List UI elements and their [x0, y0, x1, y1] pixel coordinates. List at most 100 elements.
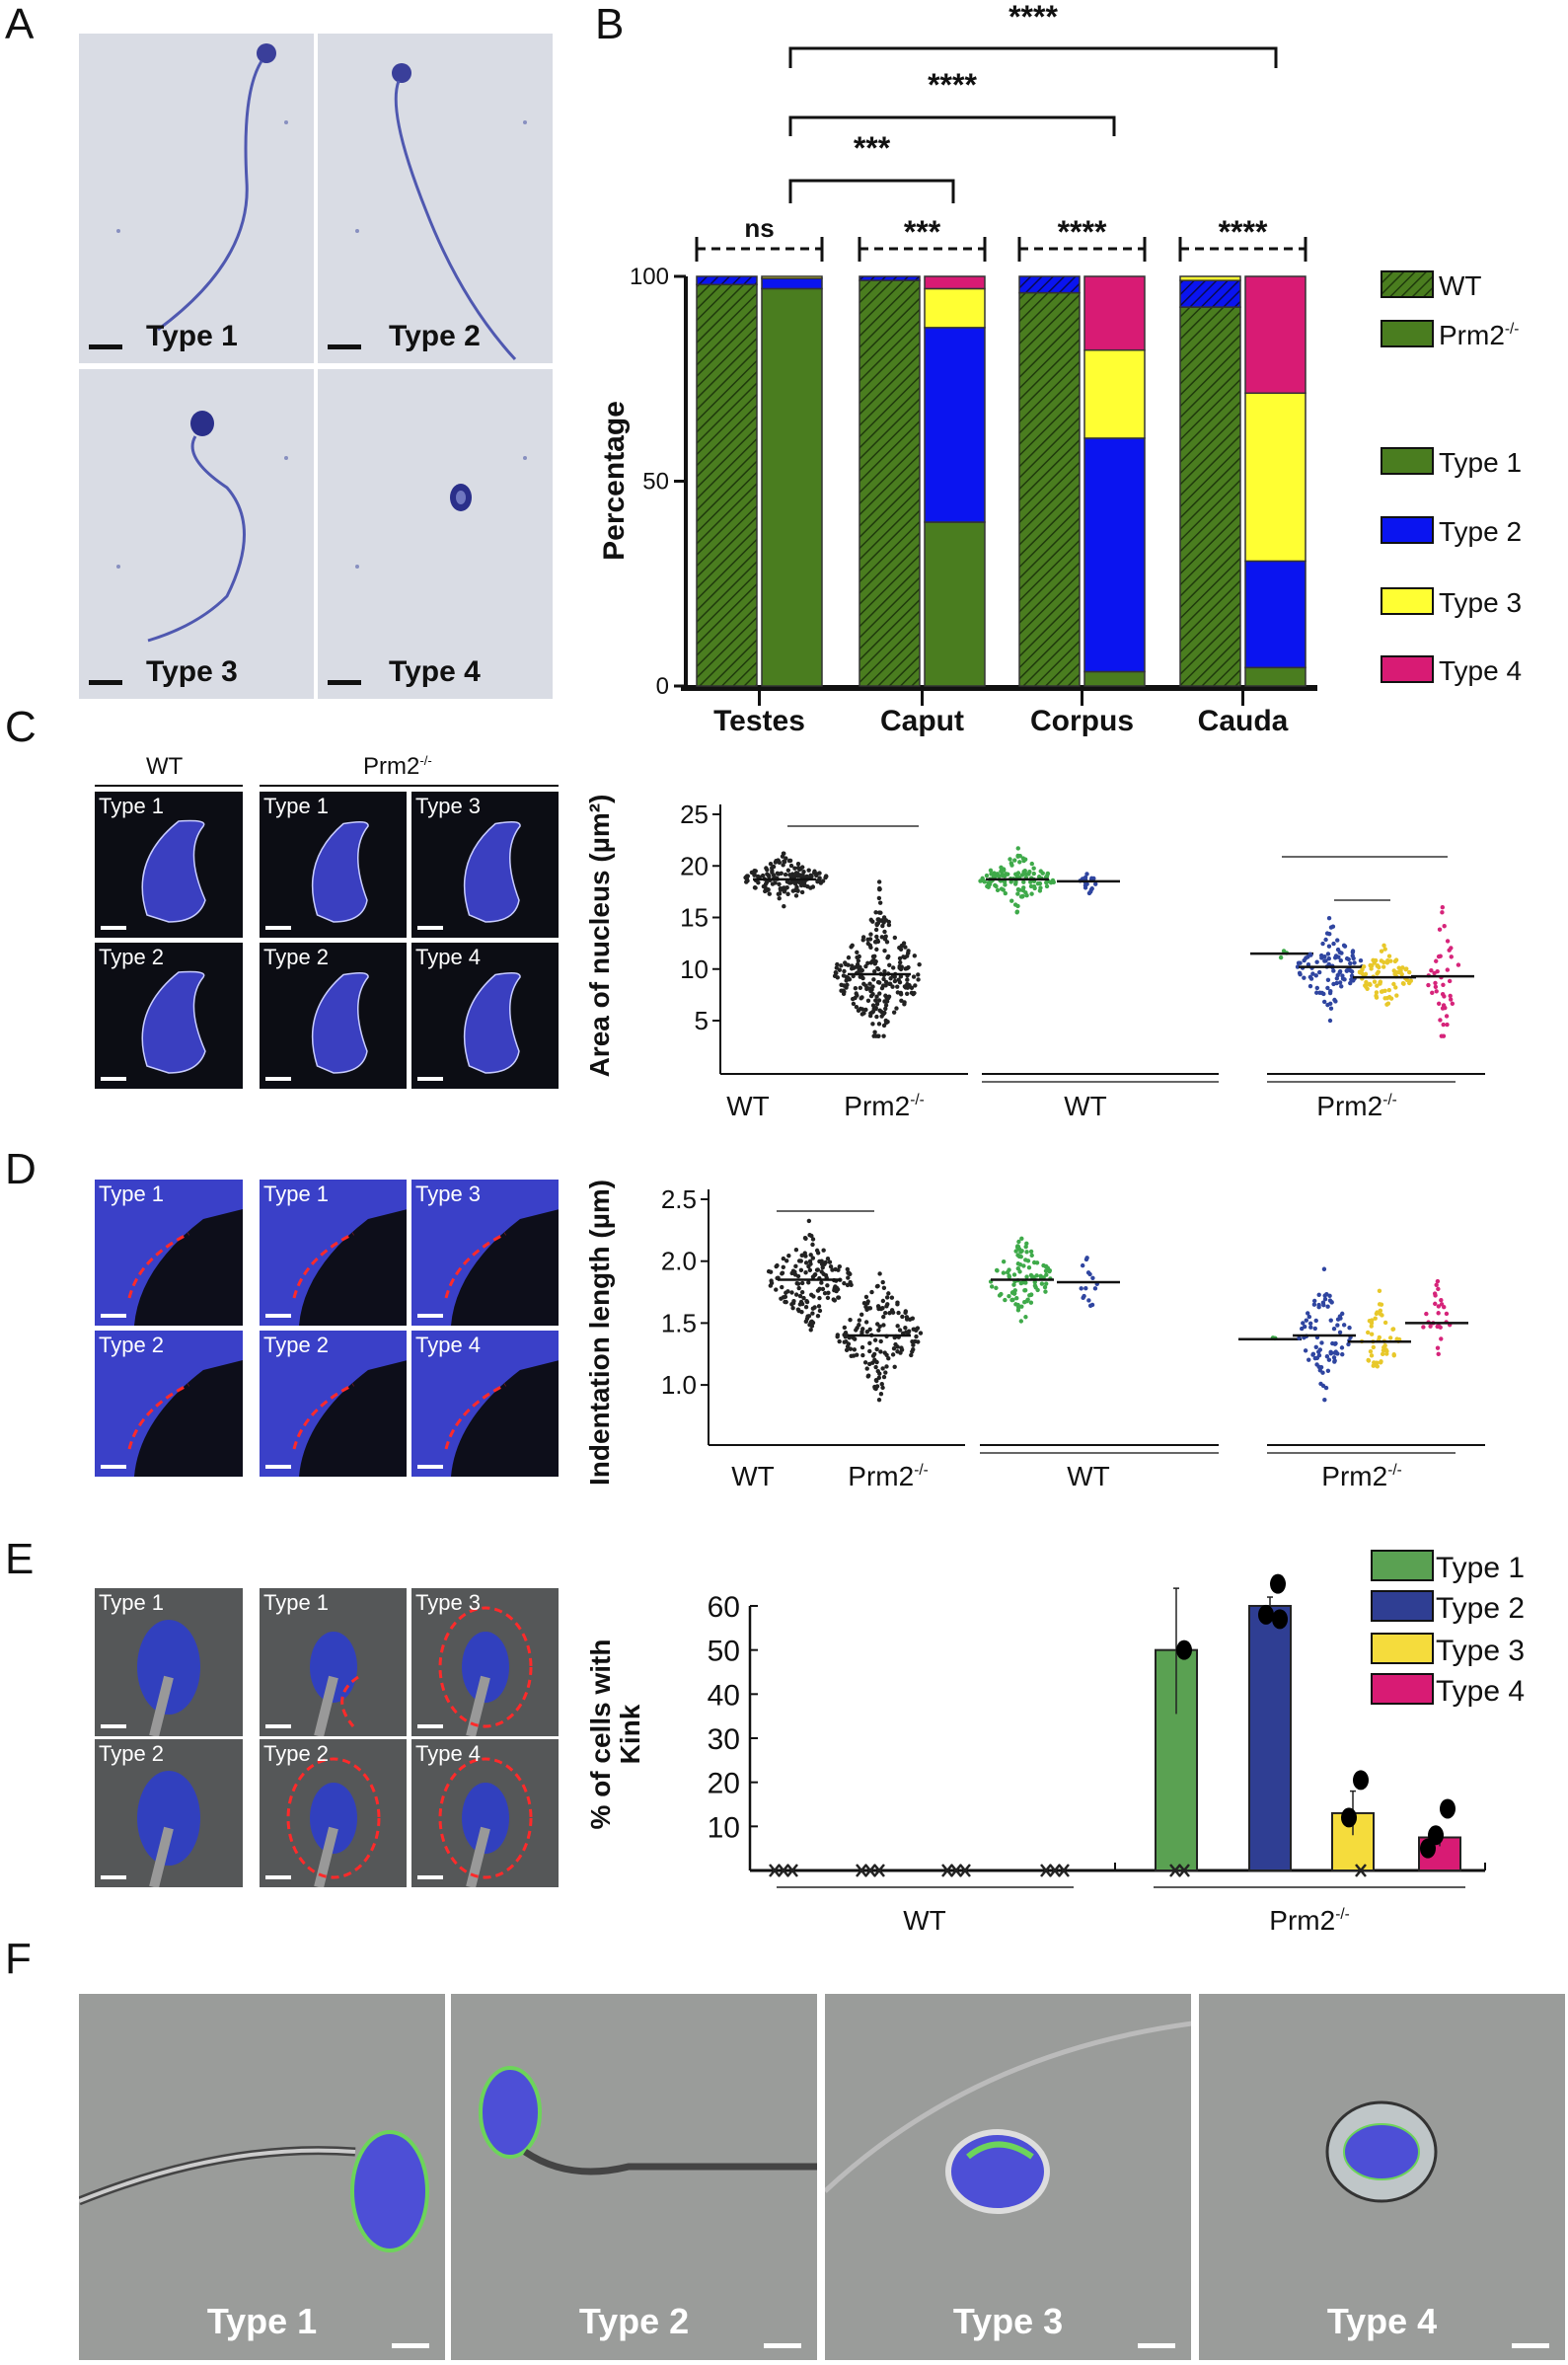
- data-point: [879, 1382, 884, 1387]
- data-point: [878, 1338, 883, 1344]
- data-point: [883, 979, 889, 985]
- panel-label-a: A: [5, 0, 35, 48]
- group-label: WT: [731, 1461, 775, 1491]
- data-point: [878, 910, 883, 915]
- data-point: [882, 1311, 888, 1316]
- data-point: [1321, 1266, 1327, 1271]
- scale-bar: [265, 1077, 291, 1081]
- data-point: [905, 977, 910, 982]
- tile-label: Type 2: [99, 945, 165, 969]
- data-point: [872, 1337, 878, 1342]
- y-axis-label: Indentation length (µm): [584, 1180, 615, 1486]
- data-point: [806, 868, 811, 873]
- data-point: [1369, 1353, 1375, 1358]
- bar-cauda-wt-type3: [1179, 275, 1241, 281]
- data-point: [1449, 954, 1454, 959]
- data-point: [911, 1327, 916, 1332]
- micrograph-tile: Type 1: [260, 1588, 407, 1736]
- data-point: [1312, 1326, 1317, 1332]
- data-point: [1084, 1256, 1089, 1260]
- data-point: [1008, 861, 1014, 866]
- scale-bar: [265, 1724, 291, 1728]
- tile-label: Type 1: [263, 794, 330, 818]
- data-point: [769, 866, 775, 871]
- data-point: [874, 947, 879, 953]
- micrograph-tile: Type 3: [79, 369, 314, 699]
- data-point: [1448, 997, 1454, 1002]
- data-point: [815, 1313, 821, 1319]
- micrograph-tile: Type 2: [260, 1331, 407, 1477]
- panel-c-wt-header: WT: [146, 753, 184, 780]
- micrograph-tile: Type 1: [95, 1588, 243, 1736]
- data-point: [823, 1259, 828, 1265]
- zero-point-marker: [873, 1864, 885, 1877]
- data-point: [880, 1366, 885, 1371]
- data-point: [1332, 1358, 1337, 1363]
- scale-bar: [101, 926, 126, 930]
- data-point: [903, 985, 909, 990]
- micrograph-tile: Type 3: [411, 1588, 559, 1736]
- data-point: [1369, 1324, 1374, 1329]
- data-point: [1044, 1272, 1049, 1277]
- data-point: [911, 1342, 916, 1347]
- data-point: [1324, 1291, 1329, 1297]
- data-point: [1394, 969, 1399, 975]
- data-point: [797, 880, 802, 885]
- data-point: [912, 990, 917, 996]
- data-point: [1041, 1262, 1046, 1268]
- micrograph-tile: Type 4: [411, 1331, 559, 1477]
- data-point: [1433, 984, 1439, 990]
- data-point: [910, 1349, 915, 1354]
- panel-label-b: B: [595, 0, 625, 48]
- data-point: [1375, 971, 1380, 976]
- data-point: [1329, 1300, 1334, 1305]
- data-point: [1326, 916, 1332, 921]
- data-point: [844, 1347, 850, 1352]
- data-point: [885, 955, 890, 960]
- scale-bar: [764, 2343, 801, 2348]
- data-point: [1403, 967, 1408, 972]
- sperm-drawing: [116, 411, 288, 643]
- data-point: [868, 917, 874, 923]
- data-point: [1311, 1298, 1317, 1304]
- group-label: WT: [1064, 1091, 1107, 1121]
- data-point: [827, 1259, 833, 1264]
- data-point: [1298, 960, 1303, 965]
- data-point: [877, 1271, 882, 1276]
- data-point: [872, 1386, 877, 1391]
- data-point: [1307, 952, 1312, 956]
- data-point: [870, 1353, 876, 1358]
- data-point: [1281, 949, 1287, 954]
- data-point: [1433, 1293, 1438, 1298]
- tile-label: Type 3: [146, 655, 238, 688]
- micrograph-tile: Type 1: [260, 792, 407, 938]
- y-tick-label: 100: [630, 264, 669, 290]
- data-point: [881, 920, 886, 925]
- data-point: [1331, 968, 1336, 973]
- data-point: [874, 1014, 879, 1020]
- bar-testes-wt-type1: [696, 283, 758, 687]
- data-point: [1018, 1254, 1023, 1259]
- data-point: [1393, 957, 1399, 962]
- data-point: [846, 954, 852, 960]
- tile-label: Type 1: [263, 1182, 330, 1206]
- comparison-bracket: [788, 115, 1116, 136]
- data-point: [868, 945, 873, 951]
- data-point: [785, 891, 790, 896]
- micrograph-tile: Type 2: [95, 943, 243, 1089]
- data-point: [873, 927, 879, 933]
- data-point: [1380, 1351, 1385, 1357]
- bar-prm2-type2: [1248, 1604, 1292, 1871]
- data-point: [1333, 1340, 1338, 1346]
- data-point: [869, 1289, 874, 1295]
- data-point: [1021, 870, 1027, 875]
- y-axis-label: Percentage: [598, 401, 631, 561]
- data-point: [880, 1385, 885, 1391]
- scale-bar: [1512, 2343, 1549, 2348]
- bar-testes-prm2-type1: [761, 287, 823, 687]
- panel-label-e: E: [5, 1535, 35, 1583]
- data-point: [789, 1302, 794, 1307]
- data-point: [1369, 963, 1375, 968]
- data-point: [876, 895, 882, 901]
- scale-bar: [328, 344, 361, 349]
